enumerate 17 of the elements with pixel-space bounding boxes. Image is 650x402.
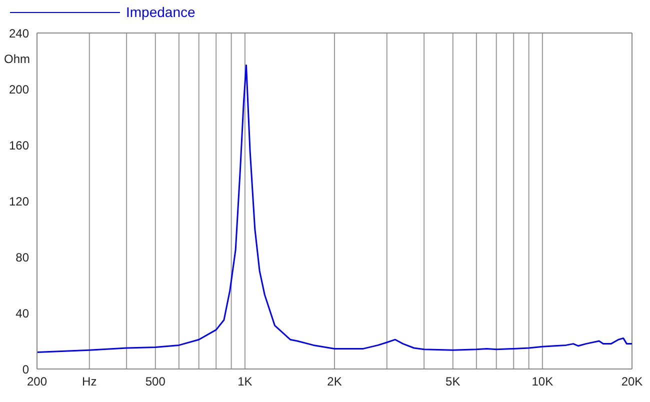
x-tick-label: 2K [327, 374, 342, 389]
x-tick-label: 500 [145, 374, 166, 389]
text: Impedance [126, 4, 196, 20]
y-tick-label: 160 [8, 138, 30, 152]
x-tick-label: Hz [82, 374, 97, 389]
y-tick-label: 0 [22, 362, 30, 376]
x-tick-label: 5K [446, 374, 460, 389]
x-tick-label: 1K [238, 374, 252, 389]
x-tick-label: 10K [532, 374, 554, 389]
x-tick-label: 20K [621, 374, 643, 389]
y-axis-title: Ohm [4, 52, 30, 66]
x-tick-label: 200 [26, 374, 48, 389]
y-tick-label: 120 [8, 194, 30, 208]
y-tick-label: 80 [16, 250, 30, 264]
y-tick-label: 40 [16, 306, 30, 320]
y-tick-label: 200 [8, 82, 30, 96]
y-tick-label: 240 [8, 26, 30, 40]
